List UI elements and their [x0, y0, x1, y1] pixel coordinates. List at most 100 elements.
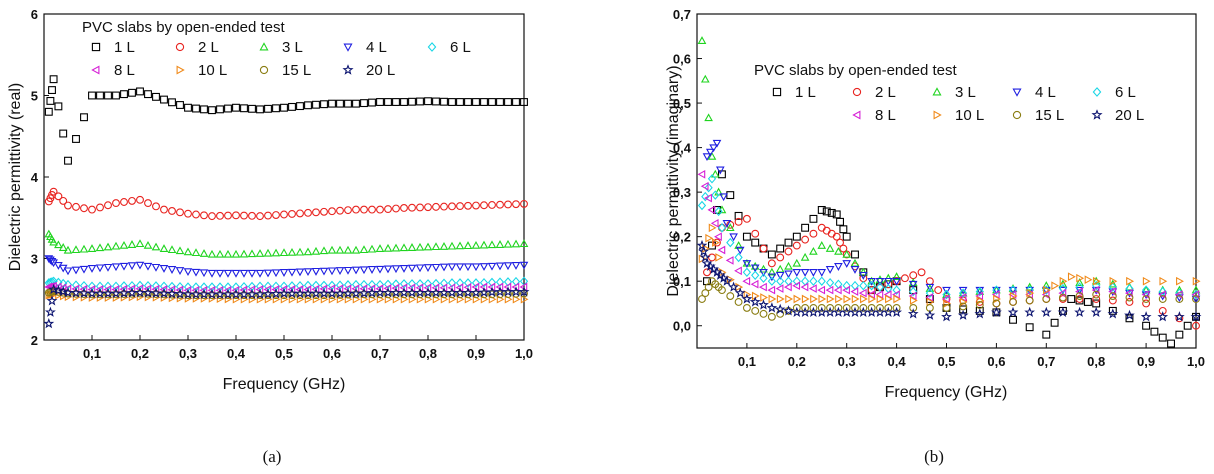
- data-point: [1125, 283, 1134, 294]
- data-point: [311, 246, 321, 255]
- data-point: [94, 287, 106, 299]
- data-point: [439, 278, 449, 288]
- data-point: [836, 217, 844, 226]
- legend-item: 20 L: [342, 62, 395, 79]
- data-point: [375, 244, 385, 252]
- data-point: [231, 249, 241, 258]
- data-point: [471, 278, 481, 288]
- data-point: [868, 294, 877, 304]
- data-point: [728, 281, 740, 292]
- legend-marker: [343, 43, 353, 52]
- data-point: [239, 269, 249, 278]
- data-point: [439, 241, 449, 250]
- data-point: [715, 166, 725, 175]
- data-point: [200, 105, 208, 114]
- data-point: [839, 225, 848, 234]
- data-point: [48, 86, 56, 95]
- data-point: [383, 243, 393, 252]
- data-point: [352, 205, 360, 214]
- data-point: [892, 285, 901, 295]
- data-point: [406, 287, 418, 298]
- data-point: [184, 103, 192, 112]
- data-point: [1125, 298, 1134, 306]
- data-point: [993, 294, 1001, 304]
- legend-label: 2 L: [875, 84, 896, 101]
- data-point: [990, 306, 1002, 317]
- data-point: [502, 286, 514, 297]
- data-point: [734, 266, 742, 276]
- data-point: [424, 97, 432, 106]
- data-point: [320, 294, 329, 304]
- data-point: [358, 287, 370, 298]
- data-point: [775, 284, 784, 293]
- data-point: [892, 303, 901, 312]
- data-point: [96, 203, 104, 212]
- data-point: [367, 266, 377, 274]
- legend-label: 8 L: [114, 62, 135, 79]
- data-point: [734, 211, 743, 220]
- data-point: [882, 306, 894, 317]
- data-point: [801, 235, 810, 244]
- data-point: [909, 286, 918, 297]
- data-point: [487, 262, 497, 271]
- data-point: [1008, 286, 1018, 295]
- data-point: [867, 286, 876, 295]
- data-point: [479, 277, 489, 288]
- y-tick-label: 0,0: [673, 319, 691, 334]
- data-point: [472, 98, 480, 106]
- data-point: [71, 245, 81, 254]
- y-tick-label: 2: [31, 333, 38, 348]
- data-point: [817, 303, 826, 312]
- data-point: [48, 283, 60, 295]
- data-point: [320, 291, 328, 300]
- legend-marker: [1012, 88, 1022, 97]
- data-point: [359, 266, 369, 275]
- x-tick-label: 0,7: [371, 346, 389, 361]
- data-point: [312, 208, 320, 217]
- data-point: [382, 287, 394, 298]
- data-point: [191, 248, 201, 257]
- data-point: [832, 232, 841, 241]
- data-point: [792, 232, 801, 241]
- data-point: [1058, 283, 1068, 294]
- data-point: [496, 98, 504, 106]
- y-tick-label: 0,4: [673, 141, 692, 156]
- data-point: [112, 199, 120, 208]
- data-point: [464, 290, 472, 299]
- data-point: [767, 312, 776, 321]
- data-point: [1026, 288, 1035, 298]
- chart-a: 0,1 0,2 0,3 0,4 0,5 0,6 0,7 0,8 0,9 1,0 2 3 4 5 6 Frequ…: [7, 7, 533, 393]
- data-point: [464, 98, 472, 106]
- data-point: [287, 268, 297, 277]
- data-point: [438, 287, 450, 298]
- data-point: [319, 246, 329, 255]
- data-point: [520, 289, 528, 298]
- data-point: [783, 305, 794, 316]
- data-point: [511, 239, 521, 248]
- data-point: [447, 241, 457, 250]
- data-point: [463, 263, 473, 272]
- data-point: [191, 268, 201, 277]
- series-8l: [697, 169, 1200, 304]
- data-point: [1126, 276, 1135, 286]
- data-point: [286, 287, 298, 299]
- data-point: [263, 248, 273, 257]
- data-point: [192, 104, 200, 113]
- data-point: [264, 211, 272, 220]
- data-point: [336, 294, 345, 304]
- legend-item: 2 L: [852, 84, 896, 101]
- data-point: [183, 268, 193, 277]
- data-point: [152, 202, 160, 211]
- data-point: [288, 294, 297, 304]
- data-point: [335, 245, 345, 254]
- data-point: [710, 169, 720, 178]
- data-point: [893, 294, 902, 304]
- data-point: [104, 201, 112, 210]
- data-point: [520, 199, 528, 208]
- data-point: [959, 297, 968, 307]
- data-point: [422, 287, 434, 298]
- data-point: [46, 295, 58, 306]
- y-tick-label: 0,3: [673, 185, 691, 200]
- data-point: [1108, 287, 1117, 296]
- data-point: [891, 306, 903, 317]
